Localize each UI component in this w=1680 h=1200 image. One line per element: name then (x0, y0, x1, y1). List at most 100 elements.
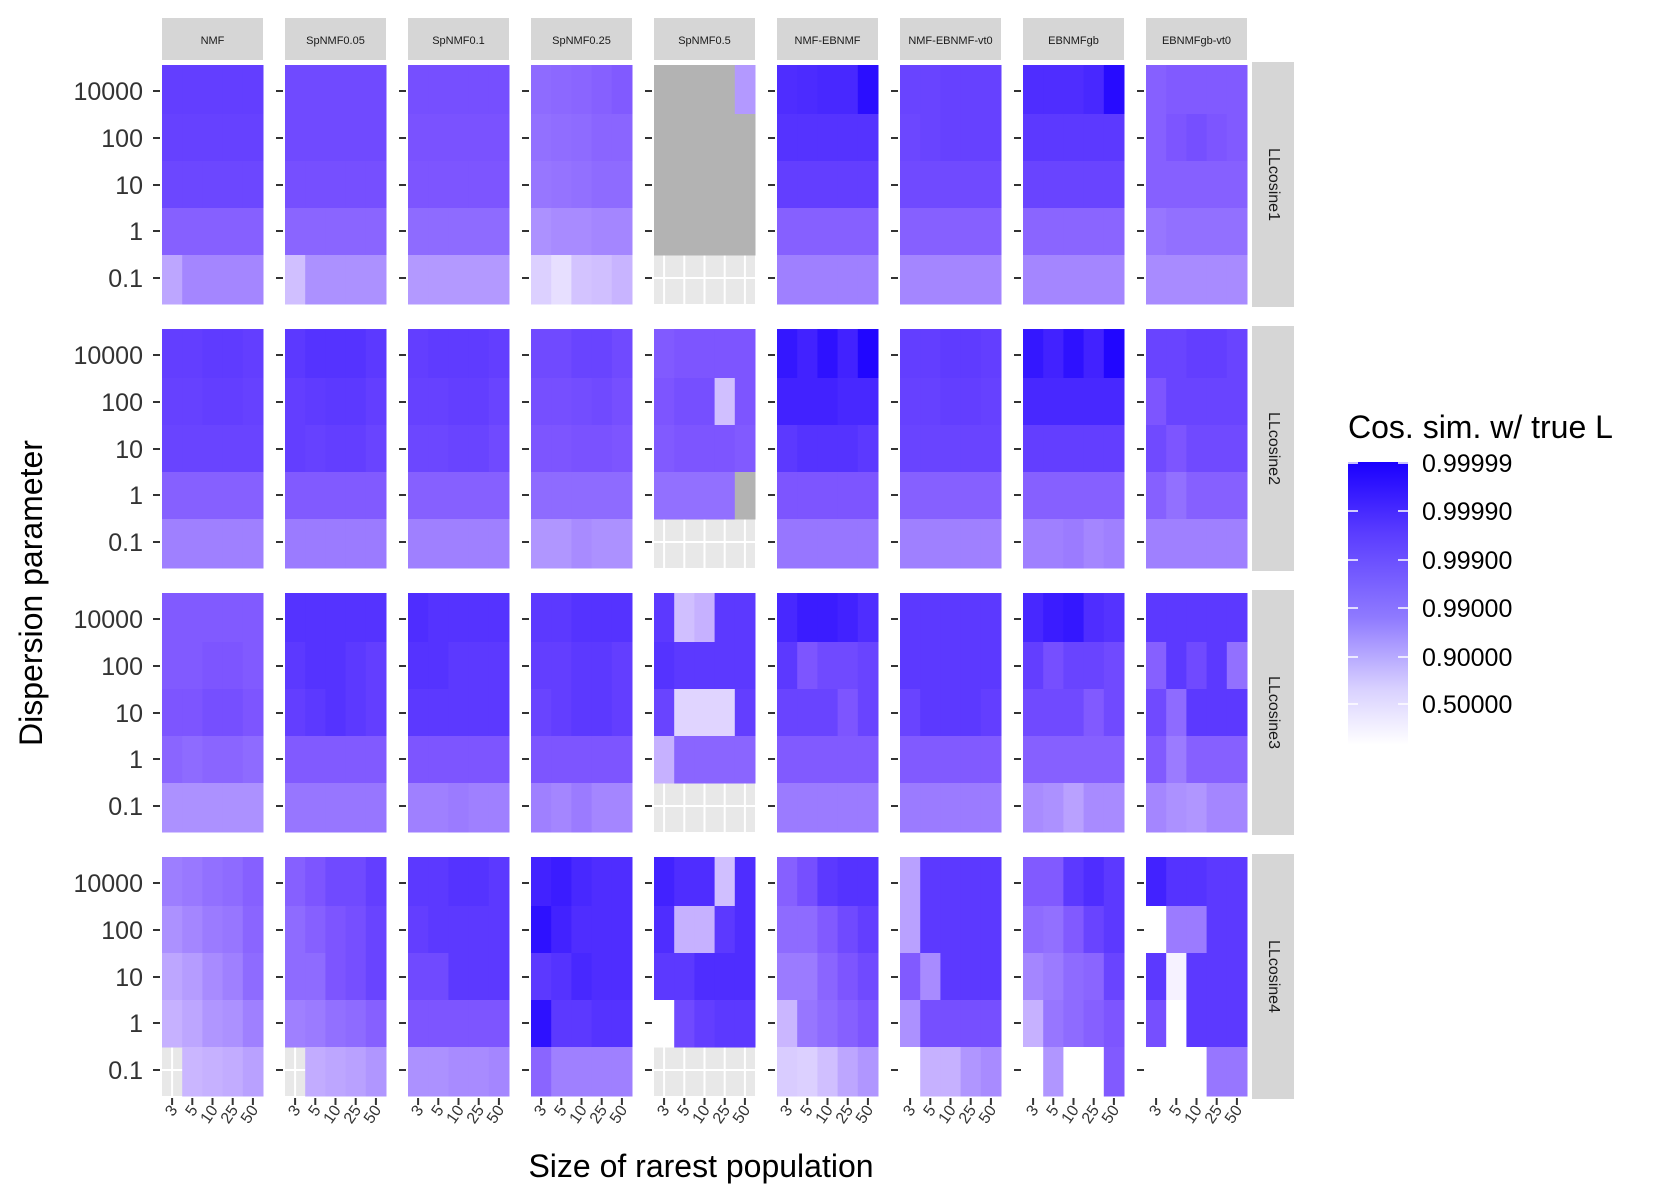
x-tick-label: 50 (976, 1102, 1000, 1126)
heatmap-cell (734, 736, 756, 784)
heatmap-cell (654, 114, 675, 162)
heatmap-cell (182, 689, 203, 737)
column-strip-label: SpNMF0.05 (306, 35, 365, 47)
heatmap-cell (182, 65, 203, 115)
heatmap-cell (900, 65, 921, 115)
heatmap-cell (408, 857, 429, 907)
heatmap-cell (325, 255, 347, 305)
heatmap-cell (325, 1047, 347, 1097)
heatmap-cell (591, 736, 613, 784)
heatmap-cell (1043, 1047, 1064, 1097)
heatmap-cell (448, 472, 470, 520)
heatmap-cell (980, 329, 1002, 379)
heatmap-cell (900, 642, 921, 690)
heatmap-cell (674, 472, 695, 520)
heatmap-cell (920, 1047, 941, 1097)
heatmap-cell (1023, 472, 1044, 520)
heatmap-cell (980, 472, 1002, 520)
heatmap-cell (797, 65, 818, 115)
x-tick-label: 25 (341, 1102, 365, 1126)
x-tick-label: 50 (607, 1102, 631, 1126)
heatmap-cell (182, 114, 203, 162)
heatmap-cell (242, 378, 264, 426)
heatmap-cell (468, 208, 490, 256)
panel (1014, 593, 1125, 833)
panel (1137, 65, 1248, 305)
heatmap-cell (162, 519, 183, 569)
heatmap-cell (857, 689, 879, 737)
heatmap-cell (694, 736, 716, 784)
heatmap-cell (980, 378, 1002, 426)
heatmap-cell (857, 953, 879, 1001)
row-strip-bg (1252, 590, 1294, 835)
heatmap-cell (468, 783, 490, 833)
heatmap-cell (222, 953, 244, 1001)
heatmap-cell (1146, 255, 1167, 305)
x-tick-label: 10 (1182, 1102, 1206, 1126)
heatmap-cell (694, 953, 716, 1001)
heatmap-cell (857, 783, 879, 833)
heatmap-cell (900, 519, 921, 569)
heatmap-cell (797, 329, 818, 379)
heatmap-cell (940, 736, 962, 784)
heatmap-cell (980, 519, 1002, 569)
column-strip-bg (654, 18, 755, 60)
heatmap-cell (1206, 161, 1228, 209)
heatmap-cell (1043, 519, 1064, 569)
heatmap-cell (817, 689, 839, 737)
column-strip: NMF-EBNMF (777, 18, 878, 60)
heatmap-cell (345, 161, 367, 209)
x-tick-label: 50 (1099, 1102, 1123, 1126)
heatmap-cell (1226, 65, 1248, 115)
heatmap-cell (1146, 378, 1167, 426)
heatmap-cell (182, 593, 203, 643)
heatmap-cell (777, 689, 798, 737)
heatmap-cell (940, 857, 962, 907)
row-strip-label: LLcosine3 (1265, 676, 1282, 749)
heatmap-cell (654, 1000, 675, 1048)
heatmap-cell (1226, 472, 1248, 520)
heatmap-cell (242, 255, 264, 305)
heatmap-cell (408, 65, 429, 115)
heatmap-cell (551, 953, 572, 1001)
heatmap-cell (817, 953, 839, 1001)
heatmap-cell (285, 378, 306, 426)
heatmap-cell (285, 953, 306, 1001)
heatmap-cell (1226, 161, 1248, 209)
heatmap-cell (162, 255, 183, 305)
heatmap-cell (591, 378, 613, 426)
heatmap-cell (202, 65, 224, 115)
y-tick-label: 10000 (73, 78, 143, 106)
heatmap-cell (1103, 593, 1125, 643)
heatmap-cell (1043, 857, 1064, 907)
heatmap-cell (1083, 208, 1105, 256)
heatmap-cell (591, 161, 613, 209)
heatmap-cell (734, 378, 756, 426)
heatmap-cell (1083, 906, 1105, 954)
heatmap-cell (1146, 114, 1167, 162)
heatmap-cell (1063, 161, 1085, 209)
heatmap-cell (857, 857, 879, 907)
heatmap-cell (591, 689, 613, 737)
x-tick-label: 10 (567, 1102, 591, 1126)
heatmap-cell (1166, 1047, 1187, 1097)
heatmap-cell (551, 642, 572, 690)
heatmap-cell (1083, 689, 1105, 737)
heatmap-cell (817, 255, 839, 305)
heatmap-cell (365, 736, 387, 784)
heatmap-cell (345, 472, 367, 520)
heatmap-cell (1206, 208, 1228, 256)
heatmap-cell (182, 736, 203, 784)
heatmap-cell (857, 114, 879, 162)
heatmap-cell (674, 161, 695, 209)
heatmap-cell (1186, 255, 1208, 305)
heatmap-cell (571, 1000, 593, 1048)
heatmap-cell (1063, 736, 1085, 784)
heatmap-cell (1146, 642, 1167, 690)
heatmap-cell (654, 953, 675, 1001)
heatmap-cell (468, 161, 490, 209)
heatmap-cell (242, 953, 264, 1001)
x-tick-label: 25 (464, 1102, 488, 1126)
x-tick-label: 10 (444, 1102, 468, 1126)
heatmap-cell (591, 329, 613, 379)
